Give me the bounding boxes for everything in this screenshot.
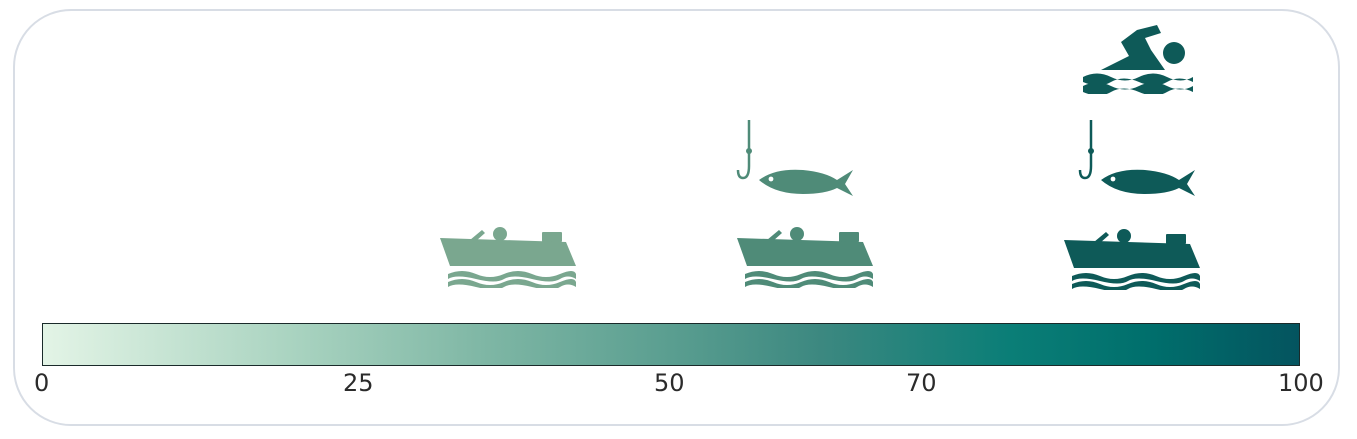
- scale-tick-25: 25: [343, 369, 374, 397]
- scale-tick-70: 70: [906, 369, 937, 397]
- scale-tick-50: 50: [654, 369, 685, 397]
- fishing-icon: [1075, 118, 1199, 198]
- boat-icon: [1062, 228, 1202, 290]
- color-scale-bar: [42, 323, 1300, 366]
- swimming-icon: [1081, 20, 1193, 94]
- scale-tick-0: 0: [34, 369, 50, 397]
- boat-icon: [735, 226, 875, 288]
- scale-tick-100: 100: [1278, 369, 1324, 397]
- boat-icon: [438, 226, 578, 288]
- fishing-icon: [733, 118, 857, 198]
